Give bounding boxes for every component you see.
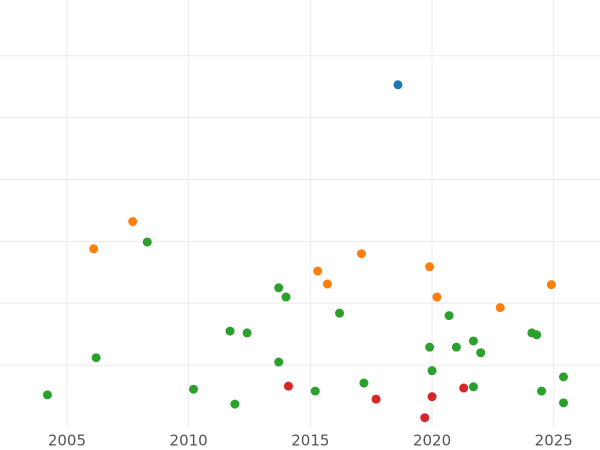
point <box>427 392 437 402</box>
x-tick-label: 2005 <box>48 432 86 450</box>
x-tick-label: 2010 <box>170 432 208 450</box>
point <box>359 378 369 388</box>
point <box>425 262 435 272</box>
point <box>425 342 435 352</box>
point <box>322 279 332 289</box>
point <box>230 399 240 409</box>
point <box>427 366 437 376</box>
point <box>444 311 454 321</box>
point <box>128 217 138 227</box>
point <box>225 326 235 336</box>
point <box>356 249 366 259</box>
point <box>242 328 252 338</box>
point <box>558 398 568 408</box>
point <box>283 381 293 391</box>
point <box>532 330 542 340</box>
x-tick-label: 2025 <box>535 432 573 450</box>
point <box>459 383 469 393</box>
point <box>281 292 291 302</box>
x-tick-label: 2015 <box>291 432 329 450</box>
point <box>420 413 430 423</box>
point <box>393 80 403 90</box>
point <box>451 342 461 352</box>
point <box>42 390 52 400</box>
point <box>335 308 345 318</box>
point <box>468 336 478 346</box>
point <box>274 357 284 367</box>
point <box>142 237 152 247</box>
point <box>313 266 323 276</box>
point <box>89 244 99 254</box>
point <box>371 394 381 404</box>
point <box>310 386 320 396</box>
point <box>476 348 486 358</box>
point <box>432 292 442 302</box>
point <box>468 382 478 392</box>
point <box>546 280 556 290</box>
point <box>537 386 547 396</box>
point <box>495 303 505 313</box>
point <box>558 372 568 382</box>
x-tick-label: 2020 <box>413 432 451 450</box>
point <box>189 384 199 394</box>
point <box>91 353 101 363</box>
point <box>274 283 284 293</box>
